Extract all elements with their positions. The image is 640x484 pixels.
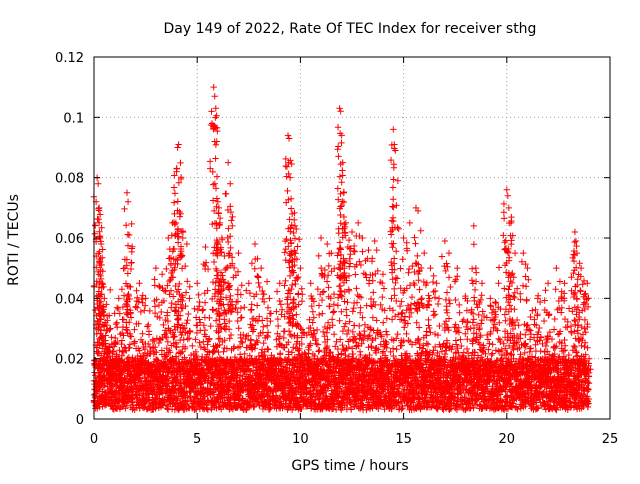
data-point — [241, 304, 247, 310]
data-point — [141, 307, 147, 313]
data-point — [287, 332, 293, 338]
data-point — [384, 315, 390, 321]
data-point — [243, 333, 249, 339]
data-point — [313, 341, 319, 347]
data-point — [275, 323, 281, 329]
data-point — [484, 332, 490, 338]
data-point — [144, 323, 150, 329]
data-point — [319, 297, 325, 303]
data-point — [189, 343, 195, 349]
data-point — [107, 287, 113, 293]
data-point — [340, 328, 346, 334]
data-point — [357, 349, 363, 355]
data-point — [310, 319, 316, 325]
data-point — [394, 331, 400, 337]
data-point — [368, 344, 374, 350]
data-point — [425, 341, 431, 347]
data-point — [179, 349, 185, 355]
data-point — [239, 282, 245, 288]
points-layer — [91, 84, 594, 413]
data-point — [464, 346, 470, 352]
data-point — [461, 349, 467, 355]
data-point — [489, 350, 495, 356]
data-point — [199, 307, 205, 313]
data-point — [391, 292, 397, 298]
data-point — [238, 314, 244, 320]
data-point — [427, 329, 433, 335]
data-point — [406, 314, 412, 320]
data-point — [208, 323, 214, 329]
data-point — [310, 309, 316, 315]
data-point — [405, 337, 411, 343]
data-point — [348, 406, 354, 412]
data-point — [496, 264, 502, 270]
data-point — [401, 324, 407, 330]
data-point — [377, 302, 383, 308]
data-point — [489, 341, 495, 347]
data-point — [260, 340, 266, 346]
data-point — [185, 311, 191, 317]
data-point — [409, 294, 415, 300]
data-point — [186, 335, 192, 341]
data-point — [502, 317, 508, 323]
data-point — [389, 316, 395, 322]
data-point — [133, 288, 139, 294]
data-point — [488, 352, 494, 358]
data-point — [236, 325, 242, 331]
data-point — [383, 328, 389, 334]
data-point — [461, 317, 467, 323]
data-point — [192, 336, 198, 342]
data-point — [457, 336, 463, 342]
data-point — [206, 315, 212, 321]
data-point — [403, 331, 409, 337]
data-point — [277, 298, 283, 304]
data-point — [259, 296, 265, 302]
data-point — [131, 326, 137, 332]
data-point — [453, 276, 459, 282]
data-point — [495, 336, 501, 342]
data-point — [264, 278, 270, 284]
data-point — [393, 346, 399, 352]
data-point — [370, 337, 376, 343]
data-point — [392, 313, 398, 319]
data-point — [486, 340, 492, 346]
data-point — [185, 336, 191, 342]
data-point — [138, 309, 144, 315]
data-point — [228, 332, 234, 338]
data-point — [260, 324, 266, 330]
data-point — [315, 348, 321, 354]
data-point — [316, 302, 322, 308]
data-point — [201, 345, 207, 351]
data-point — [415, 336, 421, 342]
data-point — [314, 327, 320, 333]
data-point — [478, 320, 484, 326]
data-point — [456, 310, 462, 316]
